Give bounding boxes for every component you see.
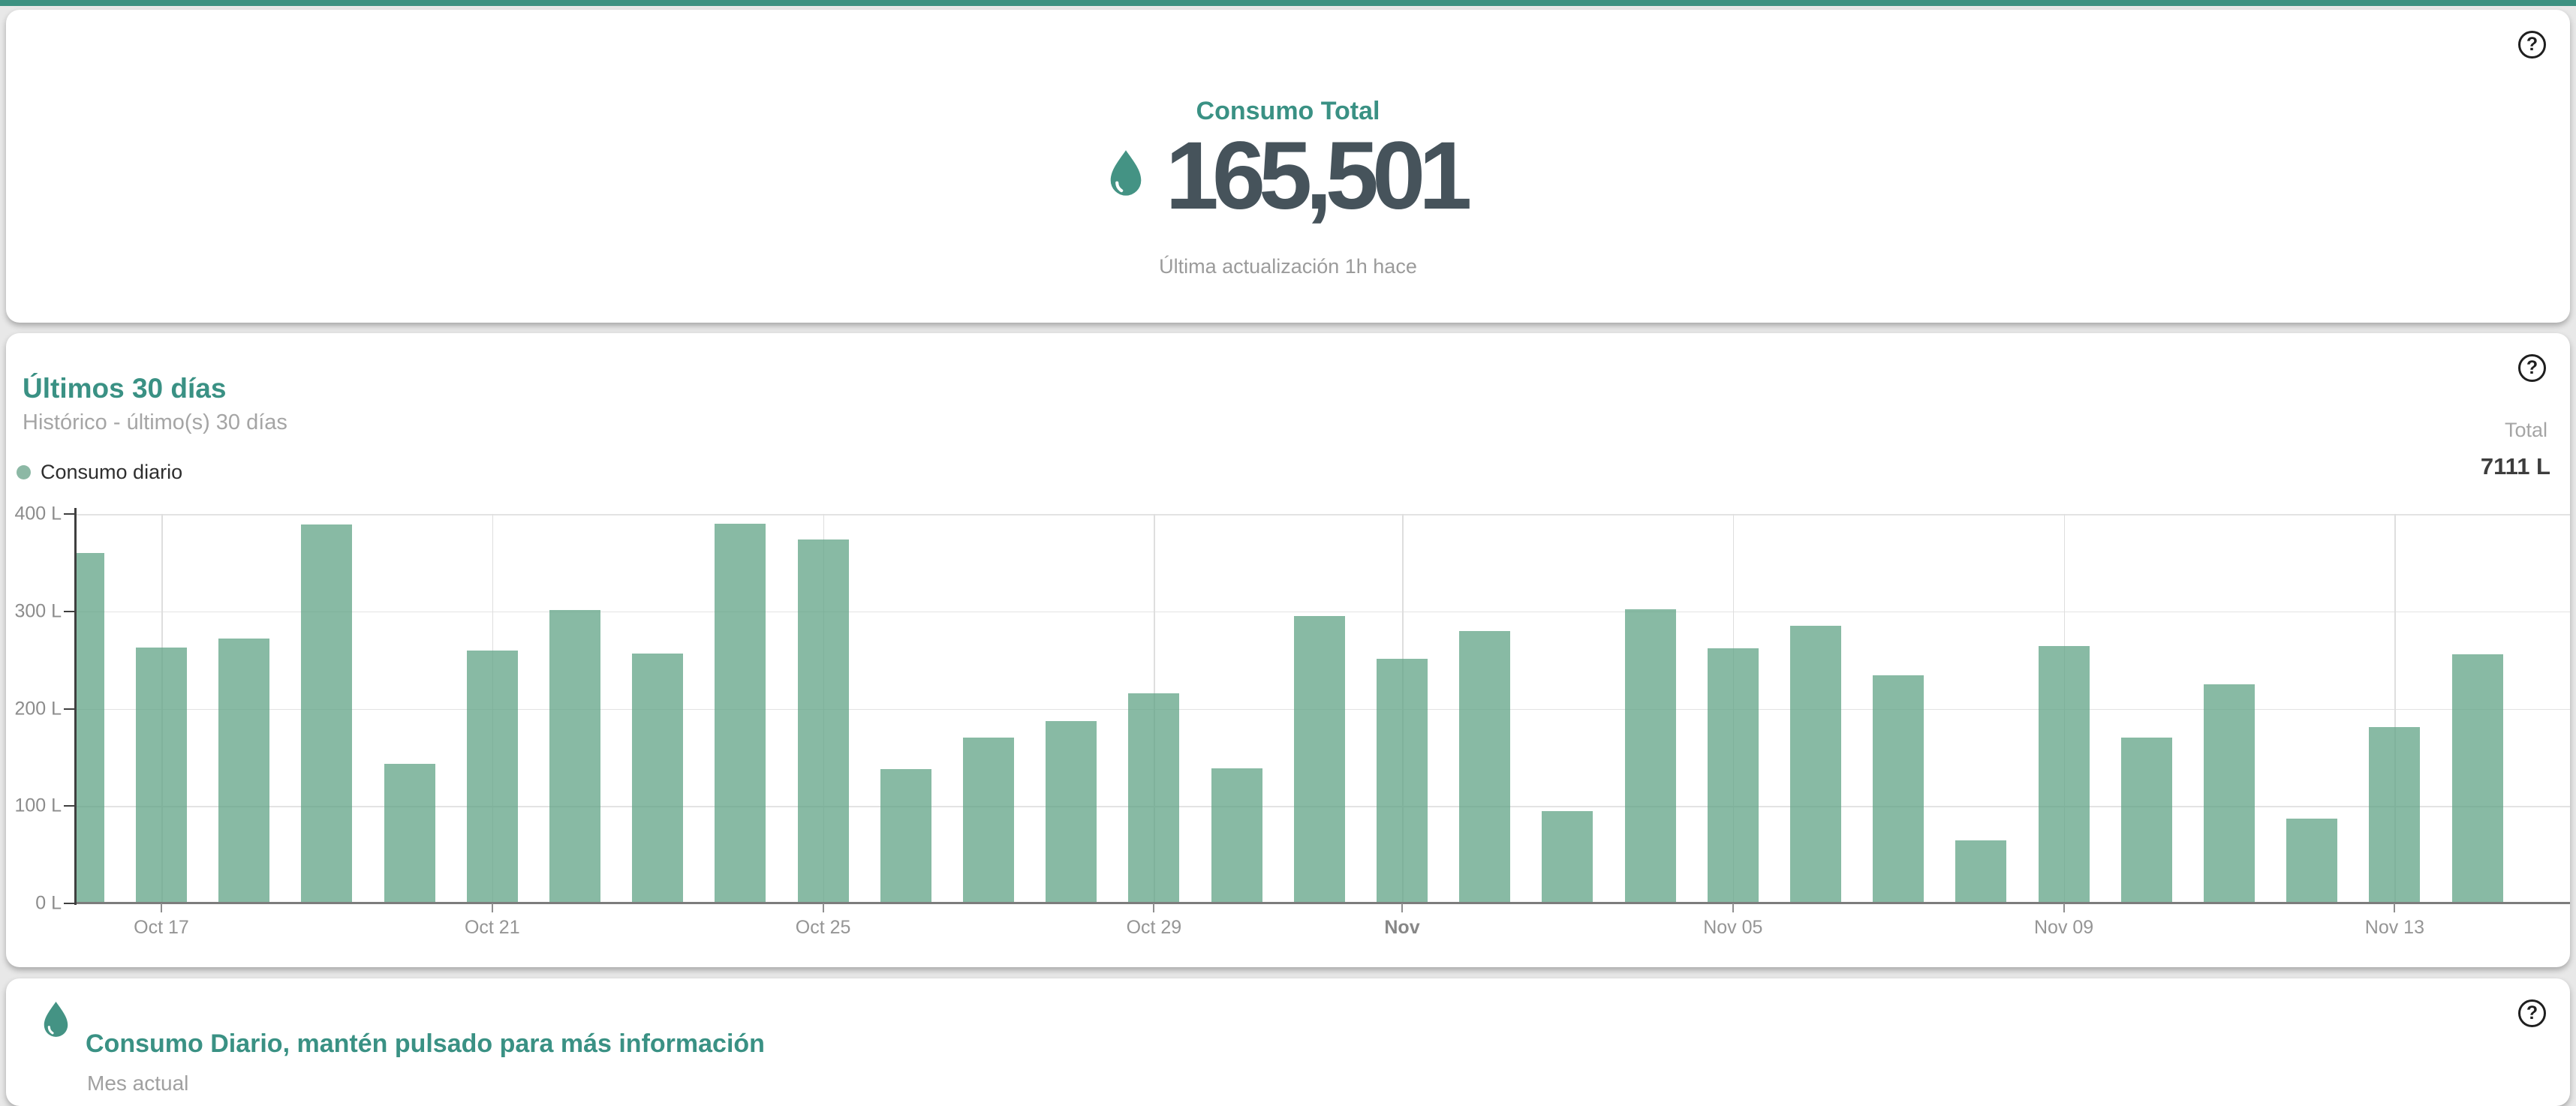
last-updated-text: Última actualización 1h hace	[1159, 255, 1417, 278]
help-icon[interactable]: ?	[2518, 354, 2546, 382]
chart-bar[interactable]	[549, 610, 600, 903]
chart-bar[interactable]	[1046, 721, 1097, 903]
bars-layer	[75, 514, 2570, 903]
water-drop-icon	[1104, 147, 1148, 206]
total-card-title: Consumo Total	[1196, 97, 1380, 126]
chart-bar[interactable]	[2286, 819, 2338, 903]
x-axis-tick-label: Nov 13	[2364, 917, 2424, 938]
chart-bar[interactable]	[880, 768, 931, 903]
y-axis-tick	[64, 513, 75, 515]
x-axis-tick	[1732, 903, 1734, 912]
chart-bar[interactable]	[1955, 840, 2007, 903]
chart-bar[interactable]	[1790, 626, 1841, 903]
water-drop-icon	[39, 999, 73, 1044]
chart-bar[interactable]	[1542, 810, 1593, 903]
chart-bar[interactable]	[715, 523, 766, 903]
chart-bar[interactable]	[136, 647, 187, 903]
chart-bar[interactable]	[632, 653, 684, 903]
app-top-strip	[0, 0, 2576, 6]
chart-bar[interactable]	[1459, 630, 1511, 903]
y-axis-tick	[64, 805, 75, 807]
y-axis-tick	[64, 903, 75, 904]
chart-bar[interactable]	[2120, 738, 2172, 903]
x-axis-tick	[2394, 903, 2396, 912]
daily-consumption-card: ? Consumo Diario, mantén pulsado para má…	[6, 978, 2570, 1106]
x-axis-tick-label: Oct 21	[464, 917, 520, 938]
chart-bar[interactable]	[301, 524, 353, 903]
x-axis-tick-label: Nov	[1384, 917, 1420, 938]
chart-bar[interactable]	[384, 764, 435, 903]
chart-bar[interactable]	[2451, 654, 2503, 903]
chart-bar[interactable]	[1873, 675, 1924, 903]
help-icon[interactable]: ?	[2518, 999, 2546, 1027]
y-axis-tick-label: 400 L	[14, 503, 62, 524]
daily-consumption-bar-chart: 0 L 100 L 200 L 300 L 400 L Oct 17 Oct 21 Oct 2…	[14, 503, 2570, 938]
chart-bar[interactable]	[1624, 609, 1676, 903]
y-axis-tick-label: 0 L	[35, 892, 62, 914]
chart-bar[interactable]	[2204, 684, 2255, 903]
help-icon[interactable]: ?	[2518, 31, 2546, 59]
x-axis-tick	[1153, 903, 1155, 912]
y-axis-tick	[64, 610, 75, 612]
x-axis-line	[75, 902, 2570, 904]
chart-bar[interactable]	[797, 539, 849, 903]
gridline-horizontal	[75, 514, 2570, 515]
chart-bar[interactable]	[2369, 727, 2421, 903]
x-axis-tick-label: Oct 25	[795, 917, 851, 938]
history-card-subtitle: Histórico - último(s) 30 días	[23, 410, 287, 434]
daily-card-subtitle: Mes actual	[87, 1071, 189, 1095]
chart-bar[interactable]	[2038, 646, 2090, 903]
chart-bar[interactable]	[1377, 659, 1428, 903]
history-card-title: Últimos 30 días	[23, 372, 227, 404]
chart-bar[interactable]	[218, 639, 270, 903]
chart-bar[interactable]	[75, 552, 104, 903]
gridline-horizontal	[75, 611, 2570, 613]
chart-bar[interactable]	[1293, 616, 1345, 903]
x-axis-tick	[1401, 903, 1403, 912]
chart-bar[interactable]	[963, 738, 1014, 903]
chart-bar[interactable]	[1128, 693, 1180, 903]
total-label: Total	[2504, 419, 2547, 441]
x-axis-tick-label: Oct 29	[1126, 917, 1182, 938]
total-consumption-card: ? Consumo Total 165,501 Última actualiza…	[6, 10, 2570, 323]
legend-label: Consumo diario	[41, 461, 183, 483]
x-axis-tick-label: Oct 17	[134, 917, 189, 938]
x-axis-tick	[161, 903, 162, 912]
y-axis-tick-label: 300 L	[14, 600, 62, 622]
chart-bar[interactable]	[466, 650, 518, 903]
total-consumption-value: 165,501	[1165, 122, 1473, 230]
x-axis-tick	[2063, 903, 2065, 912]
last-30-days-card: ? Últimos 30 días Histórico - último(s) …	[6, 333, 2570, 967]
chart-bar[interactable]	[1707, 648, 1759, 903]
x-axis-tick-label: Nov 09	[2033, 917, 2094, 938]
y-axis-tick-label: 200 L	[14, 698, 62, 719]
y-axis-line	[74, 508, 77, 905]
x-axis-tick	[822, 903, 824, 912]
y-axis-tick	[64, 708, 75, 710]
x-axis-tick-label: Nov 05	[1703, 917, 1763, 938]
legend-consumo-diario[interactable]: Consumo diario	[17, 461, 182, 484]
legend-dot-icon	[17, 465, 31, 479]
gridline-vertical	[2394, 514, 2396, 903]
daily-card-title: Consumo Diario, mantén pulsado para más …	[86, 1029, 765, 1059]
y-axis-tick-label: 100 L	[14, 795, 62, 816]
chart-bar[interactable]	[1211, 768, 1262, 903]
total-value-row: 165,501	[6, 124, 2570, 229]
x-axis-tick	[491, 903, 493, 912]
total-value: 7111 L	[2480, 453, 2550, 479]
